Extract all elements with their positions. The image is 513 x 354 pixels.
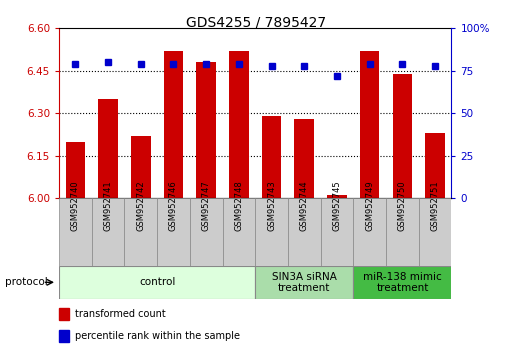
Bar xyxy=(327,195,347,198)
FancyBboxPatch shape xyxy=(386,198,419,266)
FancyBboxPatch shape xyxy=(288,198,321,266)
FancyBboxPatch shape xyxy=(321,198,353,266)
Bar xyxy=(229,51,249,198)
Text: GSM952747: GSM952747 xyxy=(202,180,211,230)
Text: GSM952750: GSM952750 xyxy=(398,180,407,230)
Text: protocol: protocol xyxy=(5,277,48,287)
FancyBboxPatch shape xyxy=(59,198,92,266)
Text: miR-138 mimic
treatment: miR-138 mimic treatment xyxy=(363,272,442,293)
Text: SIN3A siRNA
treatment: SIN3A siRNA treatment xyxy=(272,272,337,293)
Bar xyxy=(164,51,183,198)
FancyBboxPatch shape xyxy=(59,266,255,299)
Bar xyxy=(66,142,85,198)
Bar xyxy=(196,62,216,198)
Text: control: control xyxy=(139,277,175,287)
Text: transformed count: transformed count xyxy=(75,309,166,319)
FancyBboxPatch shape xyxy=(255,266,353,299)
Text: GSM952744: GSM952744 xyxy=(300,180,309,230)
Text: GDS4255 / 7895427: GDS4255 / 7895427 xyxy=(186,16,327,30)
Bar xyxy=(294,119,314,198)
FancyBboxPatch shape xyxy=(353,266,451,299)
Bar xyxy=(131,136,150,198)
FancyBboxPatch shape xyxy=(353,198,386,266)
FancyBboxPatch shape xyxy=(255,198,288,266)
Text: percentile rank within the sample: percentile rank within the sample xyxy=(75,331,240,341)
Text: GSM952751: GSM952751 xyxy=(430,180,440,230)
FancyBboxPatch shape xyxy=(157,198,190,266)
Bar xyxy=(98,99,118,198)
FancyBboxPatch shape xyxy=(92,198,124,266)
Text: GSM952749: GSM952749 xyxy=(365,180,374,230)
Bar xyxy=(392,74,412,198)
Text: GSM952742: GSM952742 xyxy=(136,180,145,230)
FancyBboxPatch shape xyxy=(223,198,255,266)
Text: GSM952743: GSM952743 xyxy=(267,180,276,230)
Text: GSM952746: GSM952746 xyxy=(169,180,178,230)
Text: GSM952745: GSM952745 xyxy=(332,180,342,230)
Text: GSM952748: GSM952748 xyxy=(234,180,243,230)
Bar xyxy=(262,116,281,198)
Bar xyxy=(360,51,380,198)
Bar xyxy=(59,308,69,320)
FancyBboxPatch shape xyxy=(419,198,451,266)
FancyBboxPatch shape xyxy=(124,198,157,266)
Text: GSM952741: GSM952741 xyxy=(104,180,112,230)
Bar xyxy=(59,330,69,342)
FancyBboxPatch shape xyxy=(190,198,223,266)
Text: GSM952740: GSM952740 xyxy=(71,180,80,230)
Bar xyxy=(425,133,445,198)
